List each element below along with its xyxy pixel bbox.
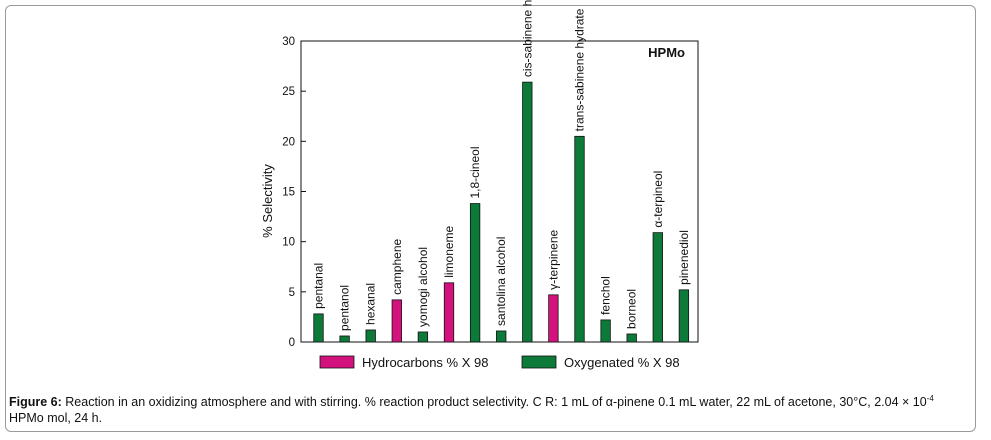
bar-label: santolina alcohol	[494, 237, 508, 326]
bar-label: α-terpineol	[651, 171, 665, 228]
figure-frame	[5, 5, 976, 432]
y-tick-label: 0	[289, 337, 295, 349]
bar-9	[548, 294, 559, 343]
caption-exponent: -4	[926, 393, 934, 403]
y-tick-label: 25	[282, 86, 295, 98]
y-tick-label: 30	[282, 36, 295, 48]
bar-label: 1,8-cineol	[468, 147, 482, 199]
legend-label: Oxygenated % X 98	[564, 355, 680, 370]
legend-label: Hydrocarbons % X 98	[362, 355, 488, 370]
chart-bar-labels: pentanal pentanol hexanal camphene yomogi al…	[312, 0, 691, 331]
bar-14	[678, 289, 690, 343]
chart-bars	[313, 81, 690, 343]
bar-label: pentanal	[312, 263, 326, 309]
bar-label: fenchol	[599, 276, 613, 315]
bar-label: limoneme	[442, 225, 456, 277]
y-tick-label: 10	[282, 237, 295, 249]
bar-chart: 0 5 10 15 20 25 30 pentanal pentanol hexanal camp…	[260, 0, 699, 370]
bar-label: hexanal	[364, 283, 378, 325]
bar-label: camphene	[390, 238, 404, 294]
bar-10	[574, 135, 585, 343]
chart-legend: Hydrocarbons % X 98 Oxygenated % X 98	[319, 355, 680, 370]
bar-6	[469, 203, 481, 343]
bar-label: cis-sabinene hydrate	[520, 0, 534, 77]
bar-13	[652, 232, 663, 343]
chart-title: HPMo	[648, 45, 685, 60]
bar-2	[365, 329, 376, 343]
bar-label: yomogi alcohol	[416, 247, 430, 327]
caption-label: Figure 6:	[9, 395, 62, 409]
y-tick-label: 20	[282, 136, 295, 148]
caption-text-end: HPMo mol, 24 h.	[9, 411, 103, 425]
bar-8	[522, 81, 533, 343]
bar-label: pentanol	[338, 285, 352, 331]
y-tick-label: 15	[282, 187, 295, 199]
bar-4	[417, 331, 429, 343]
legend-swatch	[319, 355, 355, 369]
bar-11	[600, 319, 611, 343]
caption-text: Reaction in an oxidizing atmosphere and …	[61, 395, 927, 409]
bar-1	[339, 335, 350, 343]
bar-5	[443, 282, 455, 343]
bar-7	[496, 330, 507, 343]
bar-12	[626, 333, 637, 343]
bar-3	[391, 299, 402, 343]
bar-0	[313, 313, 324, 343]
bar-label: γ-terpinene	[546, 229, 560, 289]
bar-label: borneol	[625, 289, 639, 329]
legend-swatch	[521, 355, 557, 369]
figure-caption: Figure 6: Reaction in an oxidizing atmos…	[9, 394, 964, 426]
y-axis-label: % Selectivity	[260, 164, 275, 238]
bar-label: pinenediol	[677, 230, 691, 285]
bar-label: trans-sabinene hydrate	[573, 8, 587, 131]
y-tick-label: 5	[289, 287, 295, 299]
